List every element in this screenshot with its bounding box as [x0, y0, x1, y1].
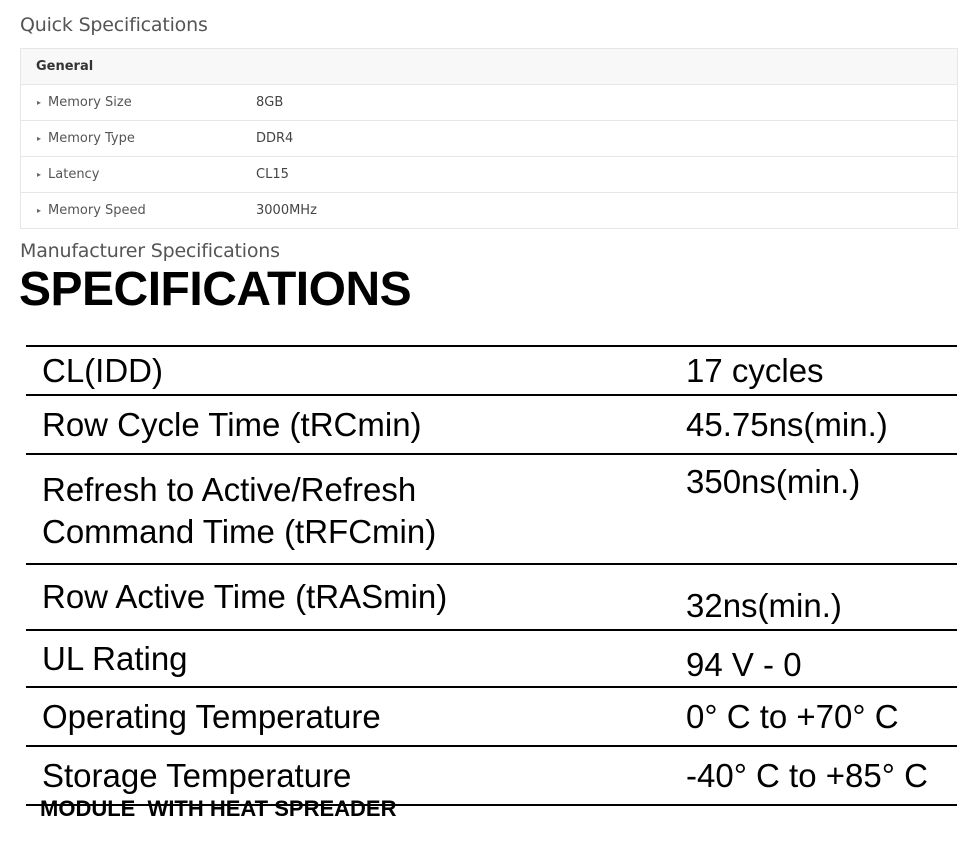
spec-label: Row Active Time (tRASmin) — [26, 563, 670, 631]
spec-value: 45.75ns(min.) — [670, 394, 957, 455]
quick-spec-value: CL15 — [256, 156, 958, 193]
spec-label: Refresh to Active/Refresh Command Time (t… — [26, 453, 670, 565]
spec-value: 94 V - 0 — [670, 629, 957, 688]
quick-specs-group-label: General — [20, 48, 958, 85]
quick-spec-row: ▸ Memory Speed 3000MHz — [20, 192, 958, 229]
quick-spec-row: ▸ Memory Type DDR4 — [20, 120, 958, 157]
spec-label: Operating Temperature — [26, 686, 670, 747]
triangle-right-icon: ▸ — [37, 134, 42, 143]
spec-value: 32ns(min.) — [670, 563, 957, 631]
spec-row: CL(IDD) 17 cycles — [26, 345, 957, 396]
quick-spec-value: DDR4 — [256, 120, 958, 157]
manufacturer-specifications-title: Manufacturer Specifications — [20, 240, 280, 262]
spec-value: 0° C to +70° C — [670, 686, 957, 747]
quick-specs-group-row: General — [20, 48, 958, 85]
spec-value: -40° C to +85° C — [670, 745, 957, 806]
quick-specifications-table: General ▸ Memory Size 8GB ▸ Memory Type DD… — [20, 48, 958, 229]
spec-label: CL(IDD) — [26, 345, 670, 396]
spec-label: UL Rating — [26, 629, 670, 688]
quick-spec-value: 8GB — [256, 84, 958, 121]
spec-row: Row Active Time (tRASmin) 32ns(min.) — [26, 563, 957, 631]
quick-spec-label: ▸ Memory Speed — [20, 192, 256, 229]
quick-spec-label-text: Memory Speed — [48, 203, 146, 218]
spec-value: 17 cycles — [670, 345, 957, 396]
quick-spec-label-text: Memory Size — [48, 95, 132, 110]
triangle-right-icon: ▸ — [37, 98, 42, 107]
quick-spec-row: ▸ Latency CL15 — [20, 156, 958, 193]
quick-spec-label-text: Memory Type — [48, 131, 135, 146]
quick-spec-label-text: Latency — [48, 167, 100, 182]
spec-row: Operating Temperature 0° C to +70° C — [26, 686, 957, 747]
spec-row: Refresh to Active/Refresh Command Time (t… — [26, 453, 957, 565]
spec-row: UL Rating 94 V - 0 — [26, 629, 957, 688]
quick-spec-label: ▸ Latency — [20, 156, 256, 193]
quick-specifications-title: Quick Specifications — [20, 14, 208, 36]
quick-spec-label: ▸ Memory Type — [20, 120, 256, 157]
triangle-right-icon: ▸ — [37, 206, 42, 215]
triangle-right-icon: ▸ — [37, 170, 42, 179]
spec-row: Storage Temperature -40° C to +85° C — [26, 745, 957, 806]
quick-spec-value: 3000MHz — [256, 192, 958, 229]
spec-label: Storage Temperature — [26, 745, 670, 806]
manufacturer-spec-table: CL(IDD) 17 cycles Row Cycle Time (tRCmin… — [26, 345, 957, 806]
quick-spec-label: ▸ Memory Size — [20, 84, 256, 121]
spec-label-line: Command Time (tRFCmin) — [42, 513, 437, 550]
spec-value: 350ns(min.) — [670, 453, 957, 565]
module-footnote: MODULE WITH HEAT SPREADER — [40, 796, 397, 821]
spec-row: Row Cycle Time (tRCmin) 45.75ns(min.) — [26, 394, 957, 455]
quick-spec-row: ▸ Memory Size 8GB — [20, 84, 958, 121]
specifications-heading: SPECIFICATIONS — [19, 263, 412, 316]
spec-label-line: Refresh to Active/Refresh — [42, 471, 417, 508]
spec-label: Row Cycle Time (tRCmin) — [26, 394, 670, 455]
